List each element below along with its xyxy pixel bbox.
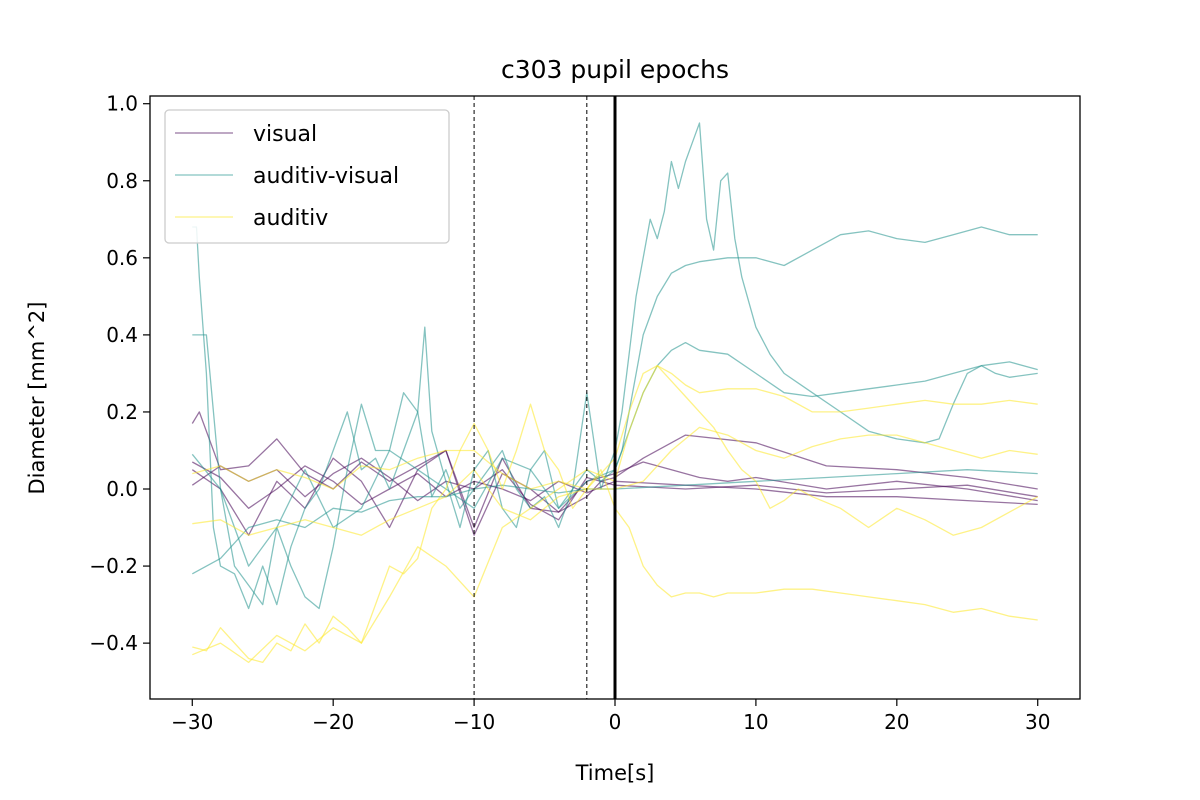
x-tick-label: −10 — [453, 710, 495, 734]
legend-label-auditiv: auditiv — [253, 206, 328, 231]
x-tick-label: 30 — [1025, 710, 1050, 734]
series-line-auditiv-8 — [192, 403, 1038, 664]
series-line-auditiv-visual-4 — [192, 122, 1038, 610]
y-tick-label: 1.0 — [106, 92, 138, 116]
legend-label-visual: visual — [253, 122, 317, 147]
y-tick-label: −0.2 — [89, 554, 138, 578]
series-line-auditiv-10 — [192, 365, 1039, 536]
legend-box — [164, 109, 450, 244]
plot-area — [191, 122, 1039, 664]
y-axis-label: Diameter [mm^2] — [25, 302, 49, 495]
x-tick-label: 0 — [609, 710, 622, 734]
x-tick-label: 10 — [743, 710, 768, 734]
series-line-auditiv-9 — [192, 365, 1038, 664]
x-axis-label: Time[s] — [575, 761, 655, 785]
x-tick-label: −30 — [171, 710, 213, 734]
x-tick-label: 20 — [884, 710, 909, 734]
x-tick-label: −20 — [312, 710, 354, 734]
y-tick-label: −0.4 — [89, 631, 138, 655]
vertical-markers — [473, 96, 617, 699]
chart-title: c303 pupil epochs — [501, 55, 729, 84]
y-tick-label: 0.8 — [106, 169, 138, 193]
y-axis: −0.4 −0.2 0.0 0.2 0.4 0.6 0.8 1.0 — [89, 92, 150, 655]
legend: visual auditiv-visual auditiv — [164, 109, 450, 244]
y-tick-label: 0.6 — [106, 246, 138, 270]
series-line-visual-2 — [191, 457, 1038, 521]
series-line-auditiv-visual-5 — [192, 226, 1038, 610]
y-tick-label: 0.4 — [106, 323, 138, 347]
legend-label-auditiv-visual: auditiv-visual — [253, 164, 399, 189]
y-tick-label: 0.0 — [106, 477, 138, 501]
series-line-visual-3 — [191, 461, 1038, 509]
y-tick-label: 0.2 — [106, 400, 138, 424]
x-axis: −30 −20 −10 0 10 20 30 — [171, 699, 1050, 734]
